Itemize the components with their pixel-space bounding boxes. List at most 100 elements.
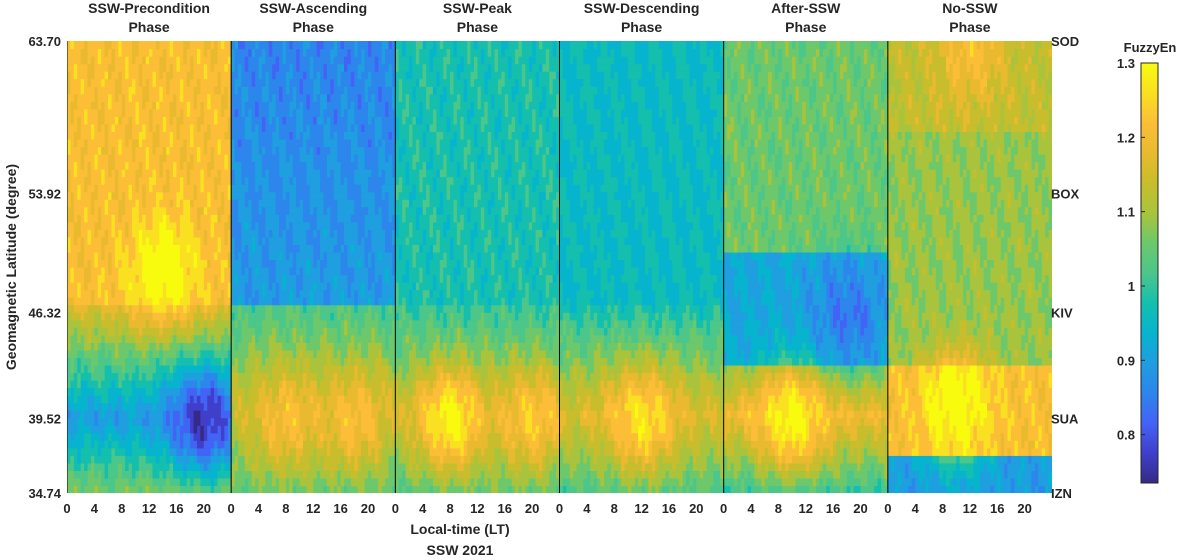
contour-cell [610, 470, 615, 479]
contour-cell [128, 86, 136, 95]
contour-cell [344, 289, 349, 298]
contour-cell [131, 154, 136, 163]
contour-cell [538, 425, 543, 434]
contour-cell [238, 297, 243, 306]
contour-cell [84, 251, 95, 261]
contour-cell [480, 56, 485, 65]
contour-cell [460, 93, 465, 102]
contour-cell [658, 417, 667, 426]
contour-cell [508, 485, 513, 493]
contour-cell [535, 184, 547, 193]
contour-cell [70, 410, 82, 419]
contour-cell [70, 334, 78, 343]
contour-cell [391, 387, 396, 396]
contour-cell [231, 229, 243, 238]
contour-cell [463, 78, 468, 87]
contour-cell [73, 191, 78, 200]
contour-cell [299, 244, 314, 253]
contour-cell [231, 402, 236, 411]
contour-cell [70, 169, 75, 178]
contour-cell [699, 387, 715, 396]
contour-cell [231, 477, 236, 487]
contour-cell [238, 108, 243, 117]
contour-cell [214, 282, 219, 291]
contour-cell [504, 274, 509, 283]
contour-cell [210, 154, 215, 163]
contour-cell [398, 485, 403, 493]
contour-cell [320, 244, 335, 253]
contour-cell [231, 410, 236, 419]
contour-cell [67, 184, 72, 193]
contour-cell [265, 455, 277, 464]
contour-cell [125, 395, 130, 404]
contour-cell [193, 191, 198, 200]
contour-cell [272, 387, 280, 396]
contour-cell [159, 123, 164, 132]
contour-cell [302, 123, 308, 132]
contour-cell [580, 432, 585, 441]
contour-cell [487, 63, 492, 72]
contour-cell [84, 184, 89, 193]
contour-cell [651, 425, 660, 434]
contour-cell [173, 41, 184, 50]
contour-cell [436, 123, 448, 132]
contour-cell [217, 169, 222, 178]
contour-cell [138, 101, 143, 110]
contour-cell [104, 229, 109, 238]
contour-cell [337, 236, 345, 245]
contour-cell [224, 154, 229, 163]
contour-cell [381, 206, 390, 215]
contour-cell [326, 425, 331, 434]
contour-cell [409, 169, 420, 178]
contour-cell [340, 289, 345, 298]
contour-cell [347, 86, 366, 95]
contour-cell [152, 312, 167, 321]
contour-cell [231, 425, 239, 434]
contour-cell [361, 48, 366, 57]
contour-cell [227, 86, 232, 95]
contour-cell [521, 138, 526, 148]
contour-cell [77, 395, 89, 404]
contour-cell [648, 410, 653, 419]
contour-cell [190, 41, 205, 50]
contour-cell [662, 485, 670, 493]
contour-cell [73, 372, 78, 381]
contour-cell [436, 48, 448, 57]
contour-cell [169, 364, 174, 374]
contour-cell [220, 169, 232, 178]
contour-cell [621, 342, 639, 351]
contour-cell [166, 372, 174, 381]
contour-cell [67, 78, 72, 87]
contour-cell [302, 108, 321, 117]
contour-cell [149, 86, 160, 95]
contour-cell [111, 455, 126, 464]
contour-cell [238, 206, 253, 215]
contour-cell [337, 470, 342, 479]
contour-cell [227, 101, 232, 110]
contour-cell [214, 221, 225, 230]
contour-cell [460, 349, 468, 358]
contour-cell [251, 138, 260, 148]
contour-cell [97, 86, 116, 95]
contour-cell [562, 447, 567, 456]
contour-cell [296, 63, 301, 72]
contour-cell [330, 470, 335, 479]
contour-cell [196, 214, 201, 223]
contour-cell [497, 334, 506, 343]
contour-cell [532, 244, 537, 253]
contour-cell [138, 440, 150, 449]
contour-cell [525, 236, 537, 245]
contour-cell [391, 86, 396, 95]
contour-cell [203, 41, 212, 50]
contour-cell [138, 372, 143, 381]
contour-cell [217, 146, 222, 155]
contour-cell [316, 349, 328, 358]
contour-cell [385, 78, 393, 87]
contour-cell [210, 169, 219, 178]
contour-cell [340, 349, 349, 358]
contour-cell [169, 176, 181, 185]
contour-cell [173, 169, 178, 178]
contour-cell [302, 101, 308, 110]
contour-cell [344, 319, 349, 328]
contour-cell [412, 251, 417, 261]
